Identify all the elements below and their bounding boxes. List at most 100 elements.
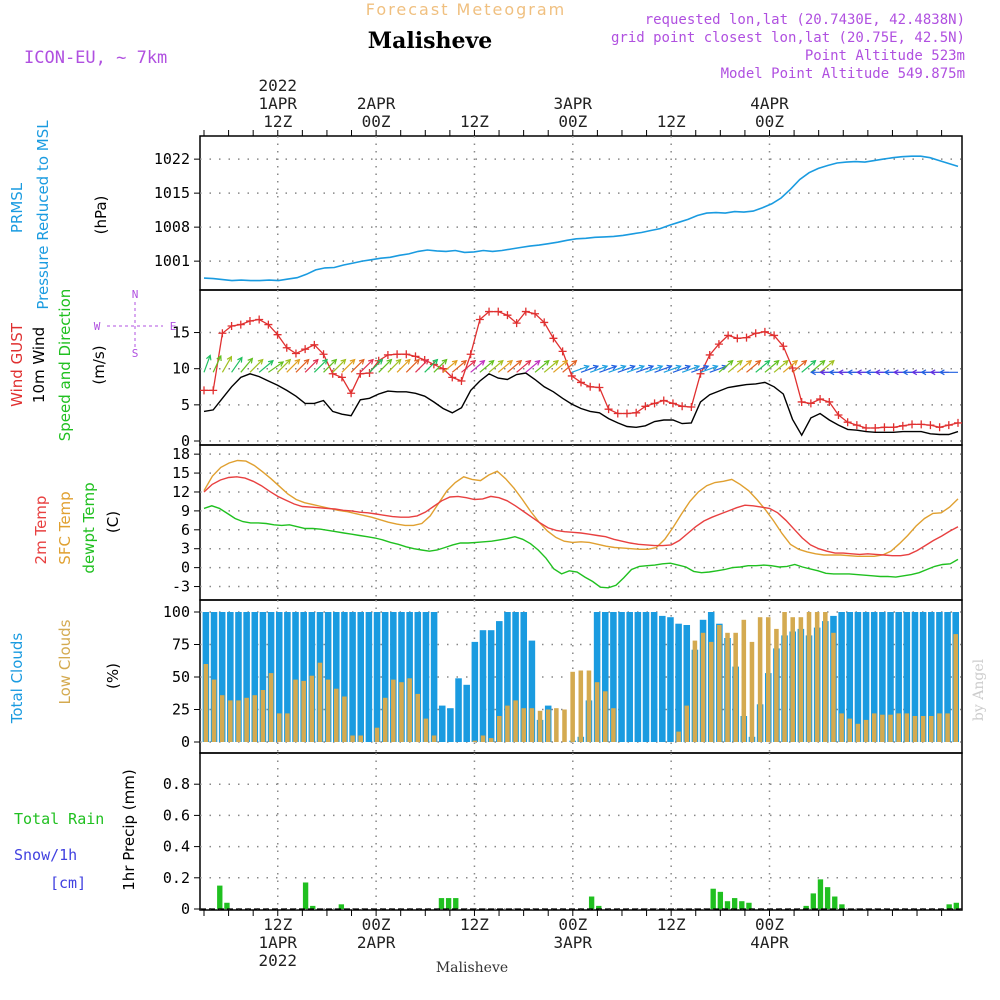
gust-marker [319,350,328,359]
wind-arrow-head [432,358,439,365]
bar-total-clouds [390,612,397,742]
bar-rain [596,905,602,909]
axis-ticks: 1001100810151022051015-30369121518025507… [154,150,200,918]
bar-total-clouds [463,684,470,742]
wind-arrow [341,359,356,373]
panel-frame-2 [199,444,963,601]
wind-arrow-head [516,359,523,366]
wind-arrow-head [507,359,513,366]
bar-total-clouds [275,612,283,742]
ytick-label: 25 [172,701,190,719]
time-label-top: 12Z [657,112,686,131]
bar-low-clouds [953,634,958,742]
gust-marker [954,418,962,427]
gust-marker [779,342,788,351]
wind-arrow-head [792,359,799,366]
wind-arrow-head [736,359,743,366]
bar-rain [946,904,952,909]
wind-label-3: Speed and Direction [56,289,74,442]
temp-label-2: SFC Temp [56,491,74,564]
gust-marker [448,373,457,382]
gust-marker [558,347,567,356]
wind-arrow [525,360,541,373]
wind-arrow-head [571,359,578,366]
wind-arrow-head [764,359,771,366]
wind-arrow [727,360,743,373]
bar-total-clouds [447,708,454,742]
bar-rain [803,905,809,909]
ytick-label: 0 [181,432,190,450]
gust-marker [273,330,282,339]
bar-total-clouds [414,612,422,742]
bar-total-clouds [903,612,911,742]
bar-low-clouds [260,690,266,742]
bar-total-clouds [520,612,528,742]
wind-arrow-head [349,358,356,365]
station-title: Malisheve [368,28,492,54]
series-2m-temp [203,476,959,557]
bar-total-clouds [927,612,935,742]
ytick-label: 1015 [154,184,190,202]
bar-low-clouds [928,716,934,742]
bar-total-clouds [381,612,389,742]
gust-marker [613,409,622,418]
gust-marker [531,309,540,318]
bar-total-clouds [227,612,234,742]
bar-low-clouds [497,716,502,742]
wind-arrow [553,360,568,373]
bar-total-clouds [333,612,340,742]
wind-arrow-head [303,358,310,365]
wind-arrow [700,365,718,373]
wind-arrow-head [331,358,338,365]
gust-marker [825,397,834,406]
wind-arrow-head [901,369,908,376]
gust-marker [301,345,310,354]
bar-low-clouds [268,673,274,742]
bar-low-clouds [488,738,494,742]
wind-arrow-head [782,359,789,366]
series-sfc-temp [203,459,959,557]
bar-rain [717,891,724,909]
wind-arrow [488,360,504,373]
wind-arrow-head [648,364,655,371]
wind-arrow [240,358,253,373]
ytick-label: 0 [181,559,190,577]
bar-total-clouds [618,612,625,742]
gust-marker [540,318,549,327]
wind-arrow [681,365,700,373]
wind-arrow-head [247,357,254,364]
bar-low-clouds [774,628,779,742]
wind-arrow [810,360,826,373]
bar-low-clouds [350,735,355,742]
bar-low-clouds [578,670,584,742]
wind-arrow [350,359,365,373]
gust-marker [227,322,236,331]
wind-arrow [782,360,798,373]
wind-arrow [313,359,328,373]
wind-arrow-head [206,354,212,361]
gust-marker [577,378,585,387]
bar-total-clouds [610,612,617,742]
cloud-label-1: Total Clouds [8,633,26,725]
bar-low-clouds [700,632,706,742]
wind-arrow-head [552,359,559,366]
bar-low-clouds [472,740,478,742]
gust-marker [310,340,319,349]
wind-arrow-head [461,359,468,366]
bar-total-clouds [936,612,943,742]
gust-marker [245,316,254,325]
wind-arrow [268,361,284,373]
time-label-top: 12Z [460,112,489,131]
panel-frame-4 [199,752,963,911]
wind-label-1: Wind GUST [8,322,26,407]
bar-total-clouds [471,641,479,742]
gust-marker [494,307,503,316]
bar-low-clouds [863,719,869,742]
wind-arrow-head [666,364,673,371]
bar-low-clouds [236,700,241,742]
bar-low-clouds [717,625,722,742]
bar-low-clouds [782,612,787,742]
bar-low-clouds [309,675,315,742]
bar-low-clouds [806,612,812,742]
